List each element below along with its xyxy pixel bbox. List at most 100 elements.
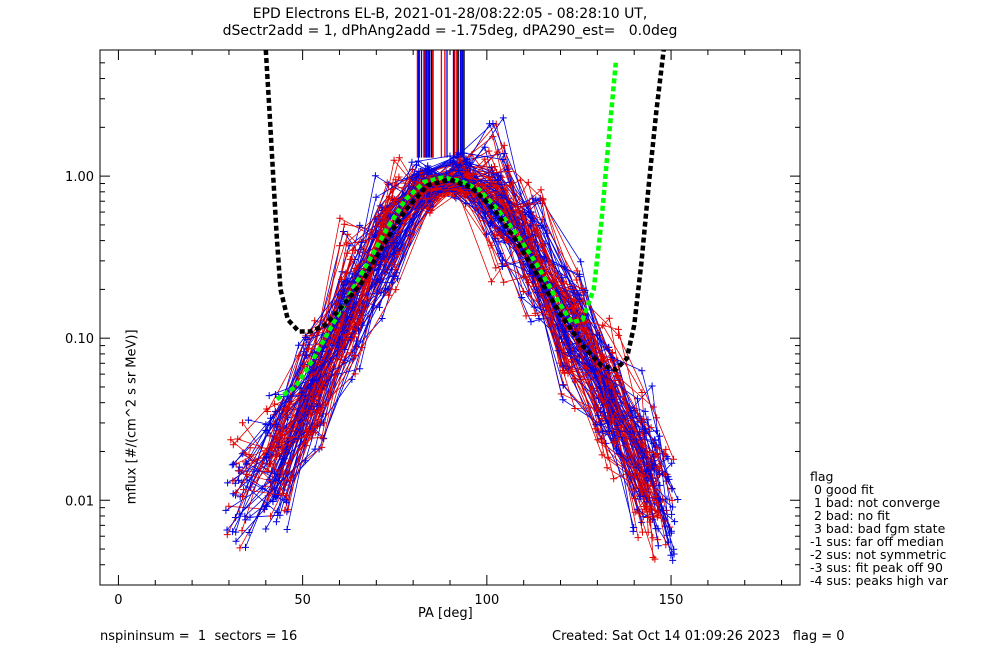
blue-point-marker (671, 518, 679, 526)
blue-point-marker (272, 518, 280, 526)
red-profile-line (271, 171, 660, 478)
red-point-marker (238, 527, 246, 535)
red-point-marker (634, 534, 642, 542)
blue-point-marker (494, 177, 501, 184)
red-point-marker (489, 133, 497, 141)
blue-point-marker (283, 526, 291, 533)
chart-title-line2: dSectr2add = 1, dPhAng2add = -1.75deg, d… (222, 23, 678, 39)
red-point-marker (653, 499, 661, 507)
red-point-marker (564, 369, 572, 377)
legend-item: -1 sus: far off median (810, 534, 944, 549)
red-point-marker (245, 451, 253, 458)
blue-point-marker (356, 365, 364, 373)
red-point-marker (559, 367, 567, 375)
blue-point-marker (559, 396, 567, 404)
x-axis-label: PA [deg] (418, 606, 473, 621)
red-point-marker (573, 267, 581, 275)
blue-point-marker (389, 239, 397, 247)
blue-point-marker (265, 392, 273, 400)
red-point-marker (662, 445, 670, 453)
red-point-marker (273, 453, 281, 461)
red-point-marker (670, 455, 678, 463)
legend-item: -3 sus: fit peak off 90 (810, 560, 943, 575)
black-fit-curve (263, 50, 666, 373)
red-profile-line (288, 173, 667, 545)
red-point-marker (390, 156, 398, 164)
blue-point-marker (488, 218, 495, 226)
red-point-marker (392, 176, 400, 184)
red-point-marker (605, 314, 613, 322)
red-point-marker (537, 186, 545, 194)
blue-point-marker (232, 528, 240, 536)
y-tick-label: 0.10 (65, 332, 94, 347)
red-point-marker (264, 468, 272, 475)
blue-point-marker (608, 396, 616, 403)
red-point-marker (608, 349, 616, 356)
red-point-marker (610, 475, 618, 483)
red-point-marker (492, 120, 500, 128)
footer-created: Created: Sat Oct 14 01:09:26 2023 flag =… (552, 629, 845, 644)
red-point-marker (603, 464, 611, 472)
blue-point-marker (567, 348, 574, 356)
blue-point-marker (224, 479, 232, 487)
blue-point-marker (262, 454, 270, 462)
red-point-marker (281, 506, 289, 514)
blue-point-marker (664, 473, 672, 481)
red-point-marker (278, 438, 286, 446)
red-point-marker (594, 436, 602, 444)
blue-point-marker (267, 414, 275, 422)
legend-item: -2 sus: not symmetric (810, 547, 947, 562)
red-point-marker (571, 405, 579, 412)
red-point-marker (276, 486, 284, 494)
red-point-marker (639, 528, 646, 536)
red-point-marker (234, 435, 242, 443)
blue-point-marker (309, 366, 317, 374)
blue-point-marker (638, 367, 646, 375)
blue-point-marker (489, 120, 497, 127)
red-point-marker (613, 372, 620, 380)
blue-point-marker (276, 511, 284, 519)
blue-point-marker (633, 505, 641, 513)
blue-point-marker (577, 258, 585, 266)
red-point-marker (646, 518, 654, 526)
red-point-marker (263, 408, 271, 415)
blue-point-marker (559, 363, 567, 371)
red-point-marker (598, 438, 606, 446)
red-point-marker (351, 370, 359, 378)
red-point-marker (315, 407, 323, 415)
blue-point-marker (569, 289, 577, 297)
red-point-marker (394, 251, 402, 258)
red-point-marker (641, 506, 649, 514)
red-point-marker (240, 449, 248, 457)
blue-point-marker (499, 114, 507, 122)
blue-point-marker (499, 256, 507, 264)
red-point-marker (522, 312, 530, 320)
x-tick-label: 0 (114, 593, 122, 608)
red-point-marker (340, 220, 348, 228)
red-point-marker (343, 239, 351, 247)
blue-point-marker (455, 149, 462, 157)
red-point-marker (381, 257, 389, 265)
red-point-marker (581, 327, 589, 335)
blue-profile-line (226, 155, 634, 532)
red-profile-line (269, 177, 658, 518)
blue-point-marker (486, 208, 494, 215)
red-point-marker (655, 462, 663, 470)
blue-point-marker (498, 263, 506, 270)
blue-point-marker (442, 169, 450, 177)
red-point-marker (500, 141, 508, 149)
red-profile-line (235, 172, 641, 494)
x-tick-label: 50 (294, 593, 311, 608)
blue-point-marker (222, 506, 230, 514)
blue-point-marker (608, 353, 616, 361)
blue-point-marker (415, 171, 422, 179)
blue-point-marker (643, 467, 651, 475)
blue-point-marker (594, 412, 602, 420)
red-point-marker (317, 386, 325, 394)
blue-point-marker (656, 470, 663, 478)
blue-point-marker (349, 304, 357, 312)
red-point-marker (615, 331, 623, 339)
red-point-marker (652, 486, 660, 494)
y-axis-label: mflux [#/(cm^2 s sr MeV)] (113, 239, 140, 504)
